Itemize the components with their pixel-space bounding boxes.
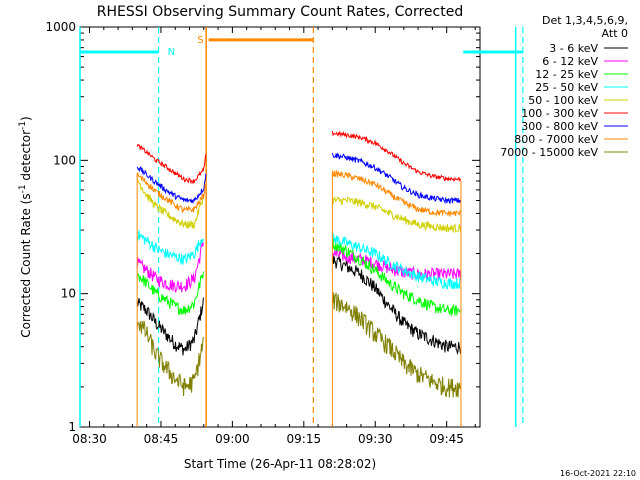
series-line <box>136 177 204 230</box>
x-tick-label: 08:30 <box>72 432 107 446</box>
legend-entry-label: 300 - 800 keV <box>521 120 598 133</box>
y-axis-label-text: Corrected Count Rate (s-1 detector-1) <box>18 116 33 337</box>
legend-entry-label: 100 - 300 keV <box>521 107 598 120</box>
series-line <box>136 230 204 265</box>
series-line <box>331 152 461 205</box>
x-tick-label: 09:45 <box>429 432 464 446</box>
series-line <box>136 143 207 185</box>
series-line <box>331 292 461 398</box>
y-label-part: ) <box>19 116 33 121</box>
y-label-part: detector <box>19 130 33 185</box>
legend-entry-label: 12 - 25 keV <box>535 68 598 81</box>
series-line <box>331 130 461 182</box>
plot-frame <box>79 26 481 428</box>
y-tick-label: 1 <box>68 420 76 434</box>
series-line <box>331 255 461 356</box>
series-line <box>136 297 204 356</box>
legend-entry-label: 7000 - 15000 keV <box>500 146 598 159</box>
y-tick-label: 1000 <box>45 20 76 34</box>
legend-title-line: Att 0 <box>602 27 628 40</box>
y-label-part: Corrected Count Rate (s <box>19 193 33 337</box>
legend-entry-label: 6 - 12 keV <box>542 55 598 68</box>
legend-entry-label: 3 - 6 keV <box>549 42 598 55</box>
x-tick-label: 08:45 <box>144 432 179 446</box>
night-label: N <box>168 47 175 58</box>
saa-label: S <box>197 35 203 46</box>
y-tick-label: 10 <box>61 287 76 301</box>
series-line <box>136 242 204 293</box>
legend-entry-label: 800 - 7000 keV <box>514 133 598 146</box>
footer-timestamp: 16-Oct-2021 22:10 <box>560 469 636 478</box>
y-label-sup: -1 <box>18 184 28 193</box>
series-line <box>331 195 461 234</box>
legend-entry-label: 50 - 100 keV <box>528 94 598 107</box>
legend-title-line: Det 1,3,4,5,6,9, <box>542 14 628 27</box>
y-tick-label: 100 <box>53 153 76 167</box>
series-line <box>136 166 207 204</box>
series-line <box>331 233 461 290</box>
series-line <box>136 320 204 397</box>
y-label-sup: -1 <box>18 121 28 130</box>
chart-title: RHESSI Observing Summary Count Rates, Co… <box>97 4 463 20</box>
y-axis-label: Corrected Count Rate (s-1 detector-1) <box>18 116 33 337</box>
series-line <box>331 238 461 317</box>
series-line <box>136 271 204 316</box>
series-line <box>331 170 461 217</box>
x-tick-label: 09:30 <box>358 432 393 446</box>
series-line <box>136 172 207 214</box>
x-tick-label: 09:15 <box>287 432 322 446</box>
x-tick-label: 09:00 <box>215 432 250 446</box>
plot-area: 08:30 08:45 09:00 09:15 09:30 09:45 1 10 100 1000… <box>45 20 524 446</box>
x-axis-label: Start Time (26-Apr-11 08:28:02) <box>184 457 376 471</box>
legend-entry-label: 25 - 50 keV <box>535 81 598 94</box>
